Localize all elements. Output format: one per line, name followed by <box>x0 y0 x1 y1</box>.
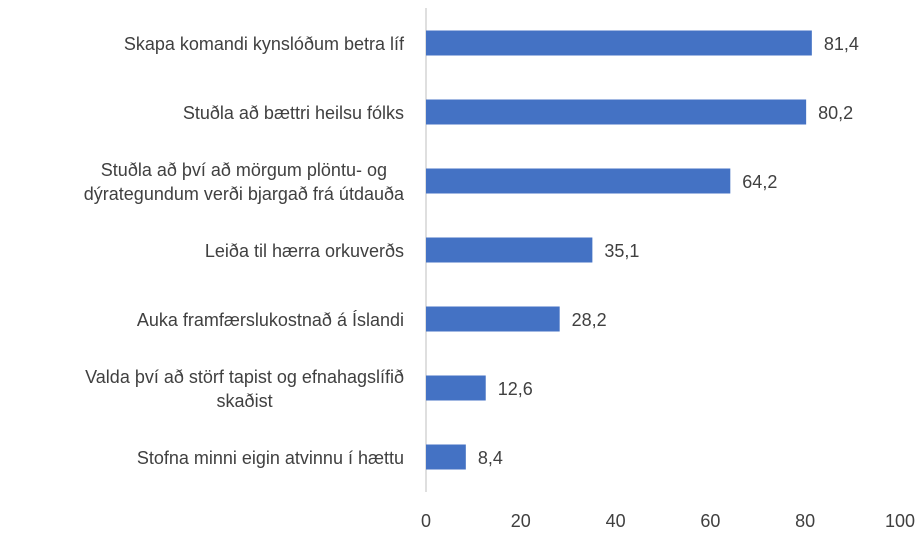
value-label: 81,4 <box>824 34 859 54</box>
x-tick-label: 0 <box>421 511 431 531</box>
y-tick-label: Skapa komandi kynslóðum betra líf <box>123 34 404 54</box>
y-tick-label: Stuðla að því að mörgum plöntu- og dýrat… <box>83 160 404 204</box>
value-label: 8,4 <box>478 448 503 468</box>
x-tick-label: 40 <box>606 511 626 531</box>
y-tick-label: Stofna minni eigin atvinnu í hættu <box>136 448 404 468</box>
x-tick-label: 60 <box>700 511 720 531</box>
bar <box>426 375 486 401</box>
y-tick-label: Auka framfærslukostnað á Íslandi <box>136 310 404 330</box>
x-tick-label: 20 <box>511 511 531 531</box>
bar <box>426 168 731 194</box>
value-label: 80,2 <box>818 103 853 123</box>
bar <box>426 30 812 56</box>
value-label: 12,6 <box>498 379 533 399</box>
value-label: 64,2 <box>742 172 777 192</box>
x-tick-label: 80 <box>795 511 815 531</box>
y-tick-label: Leiða til hærra orkuverðs <box>204 241 404 261</box>
value-label: 35,1 <box>604 241 639 261</box>
x-tick-label: 100 <box>885 511 915 531</box>
bar <box>426 99 807 125</box>
bar <box>426 306 560 332</box>
y-tick-label: Valda því að störf tapist og efnahagslíf… <box>85 367 404 411</box>
value-label: 28,2 <box>572 310 607 330</box>
bar <box>426 237 593 263</box>
y-tick-label: Stuðla að bættri heilsu fólks <box>182 103 404 123</box>
bar <box>426 444 466 470</box>
